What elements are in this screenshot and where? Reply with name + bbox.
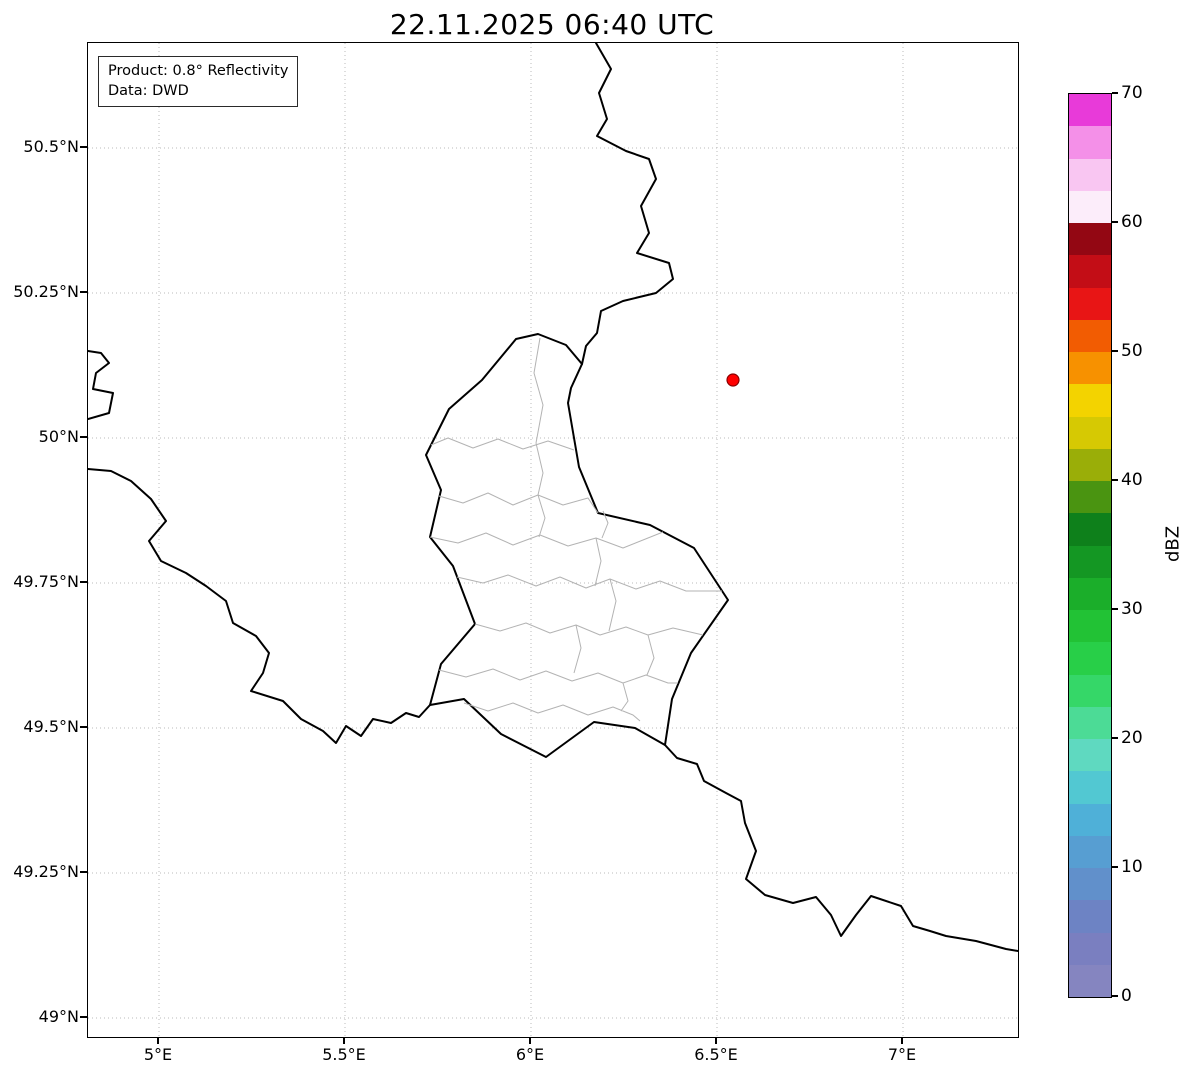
colorbar-segment [1069, 545, 1111, 578]
colorbar-segment [1069, 384, 1111, 417]
y-tick-label: 49.75°N [13, 572, 79, 591]
colorbar-segment [1069, 932, 1111, 965]
country-borders [88, 43, 1018, 952]
colorbar-tick-label: 50 [1121, 341, 1143, 361]
colorbar-segment [1069, 513, 1111, 546]
colorbar-tick-mark [1112, 995, 1118, 997]
gridlines [88, 43, 1018, 1037]
colorbar-segment [1069, 835, 1111, 868]
x-tick-mark [157, 1037, 159, 1044]
y-tick-mark [80, 436, 87, 438]
colorbar-segment [1069, 352, 1111, 385]
y-tick-mark [80, 146, 87, 148]
y-tick-label: 50.5°N [23, 137, 79, 156]
x-tick-label: 6.5°E [694, 1045, 738, 1064]
colorbar-tick-label: 60 [1121, 212, 1143, 232]
colorbar-segment [1069, 94, 1111, 127]
colorbar-segment [1069, 706, 1111, 739]
colorbar-tick-mark [1112, 92, 1118, 94]
colorbar-segment [1069, 416, 1111, 449]
colorbar-segment [1069, 771, 1111, 804]
figure-title: 22.11.2025 06:40 UTC [389, 8, 715, 41]
product-info-line1: Product: 0.8° Reflectivity [108, 63, 289, 79]
map-plot-area: Product: 0.8° Reflectivity Data: DWD [87, 42, 1019, 1038]
y-tick-mark [80, 726, 87, 728]
colorbar-segment [1069, 964, 1111, 997]
colorbar-segment [1069, 287, 1111, 320]
y-tick-label: 49.5°N [23, 717, 79, 736]
colorbar-tick-label: 40 [1121, 470, 1143, 490]
colorbar-segment [1069, 900, 1111, 933]
canton-border-lines [429, 337, 722, 722]
y-tick-label: 50°N [38, 427, 79, 446]
y-tick-label: 50.25°N [13, 282, 79, 301]
colorbar-segment [1069, 610, 1111, 643]
x-tick-label: 5°E [143, 1045, 173, 1064]
colorbar-segment [1069, 255, 1111, 288]
colorbar-segment [1069, 642, 1111, 675]
x-tick-mark [901, 1037, 903, 1044]
colorbar-gradient [1069, 94, 1111, 997]
x-tick-label: 6°E [515, 1045, 545, 1064]
x-tick-label: 5.5°E [322, 1045, 366, 1064]
france-germany-border [664, 744, 1018, 952]
colorbar-segment [1069, 190, 1111, 223]
colorbar-tick-label: 10 [1121, 857, 1143, 877]
belgium-france-border [88, 350, 431, 744]
canton-borders [429, 337, 722, 722]
colorbar [1068, 93, 1112, 998]
product-info-box: Product: 0.8° Reflectivity Data: DWD [98, 56, 299, 108]
product-info-line2: Data: DWD [108, 82, 189, 99]
colorbar-tick-mark [1112, 479, 1118, 481]
colorbar-segment [1069, 803, 1111, 836]
colorbar-segment [1069, 739, 1111, 772]
colorbar-tick-mark [1112, 866, 1118, 868]
y-tick-label: 49.25°N [13, 862, 79, 881]
colorbar-tick-mark [1112, 221, 1118, 223]
map-canvas [88, 43, 1018, 1037]
colorbar-segment [1069, 448, 1111, 481]
y-tick-mark [80, 291, 87, 293]
y-tick-mark [80, 581, 87, 583]
colorbar-segment [1069, 674, 1111, 707]
radar-site-dot [726, 373, 740, 387]
colorbar-tick-mark [1112, 350, 1118, 352]
colorbar-segment [1069, 577, 1111, 610]
luxembourg-border [425, 333, 729, 758]
colorbar-tick-mark [1112, 608, 1118, 610]
colorbar-segment [1069, 126, 1111, 159]
colorbar-tick-label: 0 [1121, 986, 1132, 1006]
y-tick-mark [80, 1016, 87, 1018]
y-tick-label: 49°N [38, 1007, 79, 1026]
colorbar-segment [1069, 223, 1111, 256]
colorbar-segment [1069, 868, 1111, 901]
x-tick-mark [715, 1037, 717, 1044]
colorbar-unit-label: dBZ [1162, 525, 1184, 563]
belgium-germany-border [581, 43, 674, 365]
colorbar-tick-label: 70 [1121, 83, 1143, 103]
colorbar-tick-label: 20 [1121, 728, 1143, 748]
colorbar-tick-label: 30 [1121, 599, 1143, 619]
colorbar-segment [1069, 319, 1111, 352]
x-tick-mark [343, 1037, 345, 1044]
x-tick-mark [529, 1037, 531, 1044]
x-tick-label: 7°E [887, 1045, 917, 1064]
y-tick-mark [80, 871, 87, 873]
colorbar-segment [1069, 158, 1111, 191]
colorbar-tick-mark [1112, 737, 1118, 739]
colorbar-segment [1069, 481, 1111, 514]
